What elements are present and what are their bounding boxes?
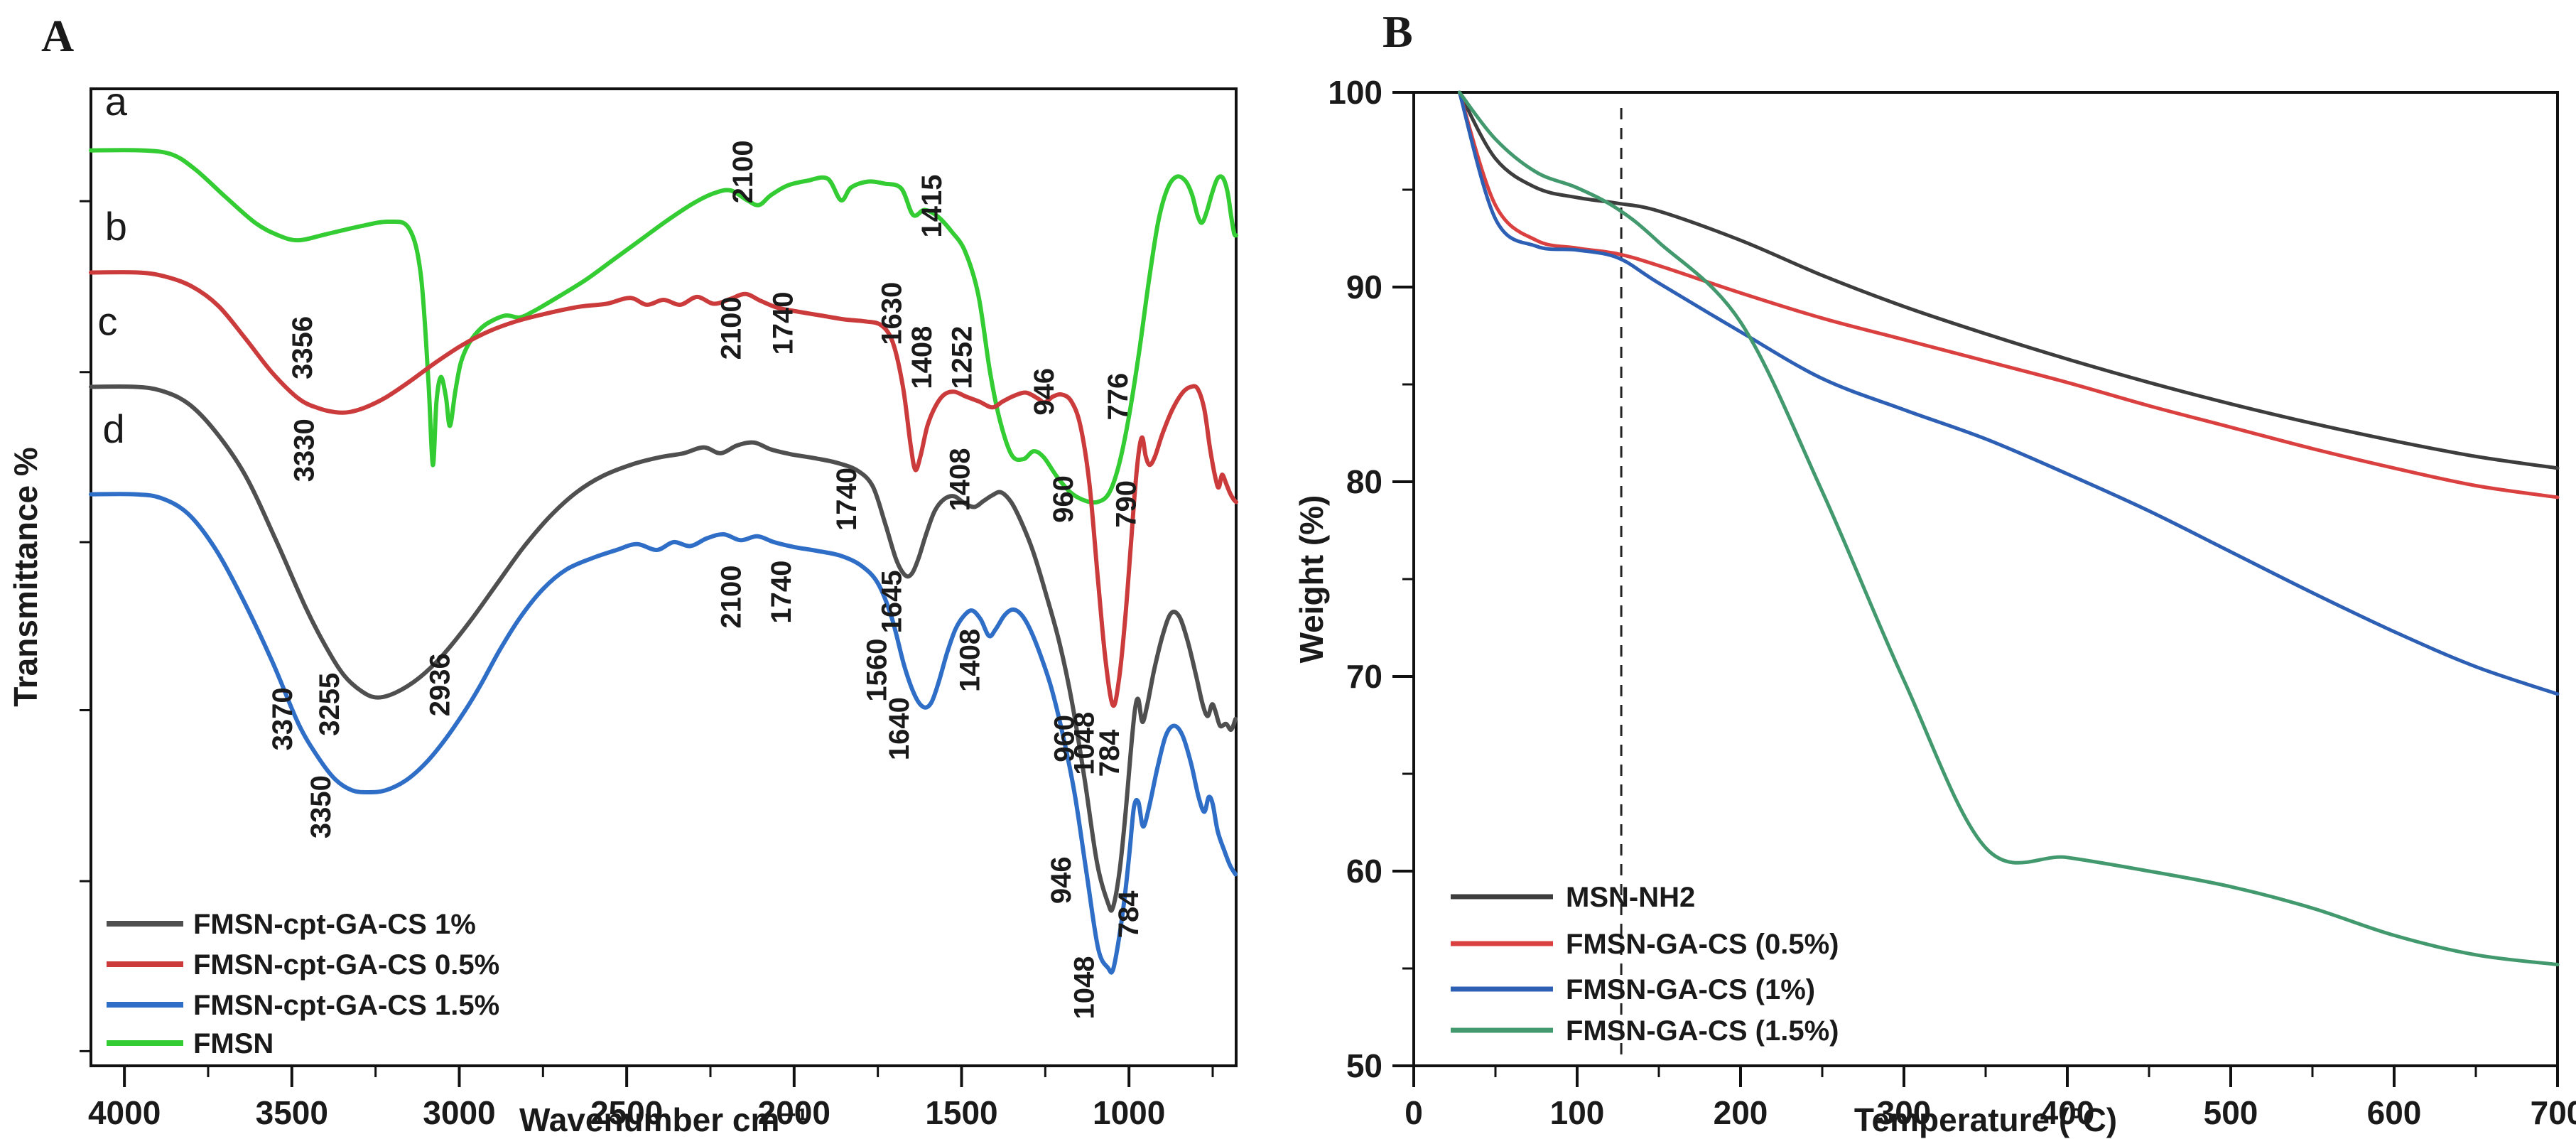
peak-annotation: 1740 bbox=[767, 292, 799, 355]
panel-a-x-axis-title: Wavenumber cm⁻¹ bbox=[519, 1101, 808, 1138]
peak-annotation: 3330 bbox=[288, 419, 320, 482]
panel-b-x-axis-title: Temperature (°C) bbox=[1854, 1101, 2117, 1138]
peak-annotation: 946 bbox=[1029, 368, 1060, 416]
peak-annotation: 2936 bbox=[424, 653, 455, 716]
peak-annotation: 2100 bbox=[727, 140, 759, 203]
peak-annotation: 1645 bbox=[877, 570, 908, 633]
peak-annotation: 1408 bbox=[907, 326, 938, 389]
tga-curve bbox=[1457, 90, 2560, 470]
x-tick-label: 4000 bbox=[88, 1094, 161, 1131]
peak-annotation: 1740 bbox=[831, 468, 862, 531]
panel-b-letter: B bbox=[1382, 6, 1413, 57]
x-tick-label: 200 bbox=[1714, 1094, 1768, 1131]
legend-label: FMSN-GA-CS (1.5%) bbox=[1566, 1015, 1839, 1047]
x-tick-label: 700 bbox=[2531, 1094, 2576, 1131]
peak-annotation: 1252 bbox=[947, 326, 978, 389]
x-tick-label: 2500 bbox=[590, 1094, 663, 1131]
legend-label: FMSN-cpt-GA-CS 0.5% bbox=[193, 949, 499, 981]
curve-letter-a: a bbox=[105, 79, 128, 124]
x-tick-label: 1000 bbox=[1093, 1094, 1165, 1131]
ftir-curve-c bbox=[89, 384, 1238, 913]
peak-annotation: 1630 bbox=[877, 282, 908, 345]
y-tick-label: 80 bbox=[1346, 463, 1382, 500]
legend-label: FMSN-GA-CS (0.5%) bbox=[1566, 929, 1839, 960]
peak-annotation: 946 bbox=[1046, 856, 1077, 904]
peak-annotation: 790 bbox=[1111, 480, 1142, 528]
legend-label: MSN-NH2 bbox=[1566, 882, 1695, 913]
panel-a-y-axis-title: Transmittance % bbox=[7, 447, 44, 707]
tga-curve bbox=[1457, 90, 2560, 500]
peak-annotation: 3350 bbox=[305, 775, 337, 838]
peak-annotation: 2100 bbox=[715, 296, 747, 360]
peak-annotation: 1640 bbox=[884, 697, 915, 760]
panel-b-frame bbox=[1412, 91, 2559, 1067]
peak-annotation: 1408 bbox=[954, 629, 985, 692]
x-tick-label: 600 bbox=[2367, 1094, 2422, 1131]
x-tick-label: 0 bbox=[1405, 1094, 1423, 1131]
peak-annotation: 1408 bbox=[944, 448, 975, 512]
peak-annotation: 784 bbox=[1113, 890, 1144, 938]
y-tick-label: 60 bbox=[1346, 853, 1382, 890]
x-tick-label: 500 bbox=[2204, 1094, 2258, 1131]
peak-annotation: 3255 bbox=[314, 673, 345, 736]
curve-letter-c: c bbox=[97, 299, 117, 344]
panel-a-frame bbox=[90, 87, 1238, 1067]
peak-annotation: 1740 bbox=[766, 561, 797, 624]
panel-a-letter: A bbox=[41, 11, 74, 61]
tga-curve bbox=[1457, 90, 2560, 966]
y-tick-label: 70 bbox=[1346, 658, 1382, 695]
peak-annotation: 1415 bbox=[916, 175, 948, 238]
peak-annotation: 1560 bbox=[861, 639, 892, 702]
x-tick-label: 400 bbox=[2040, 1094, 2095, 1131]
peak-annotation: 2100 bbox=[715, 566, 747, 629]
tga-curve bbox=[1457, 90, 2560, 696]
panel-b-y-axis-title: Weight (%) bbox=[1293, 495, 1330, 664]
x-tick-label: 3000 bbox=[423, 1094, 495, 1131]
panel-a-plot: 4000 3500 3000 2500 2000 1500 1000 a b c d 2100 1415… bbox=[80, 79, 1238, 1131]
peak-annotation: 3356 bbox=[287, 316, 318, 379]
legend-label: FMSN-cpt-GA-CS 1% bbox=[193, 909, 476, 940]
peak-annotation: 784 bbox=[1094, 729, 1125, 777]
peak-annotation: 960 bbox=[1048, 475, 1079, 523]
x-tick-label: 2000 bbox=[758, 1094, 830, 1131]
y-tick-label: 50 bbox=[1346, 1047, 1382, 1084]
legend-label: FMSN-cpt-GA-CS 1.5% bbox=[193, 990, 499, 1021]
legend-label: FMSN-GA-CS (1%) bbox=[1566, 974, 1815, 1005]
ftir-curve-d bbox=[89, 492, 1238, 975]
curve-letter-b: b bbox=[105, 204, 127, 249]
peak-annotation: 776 bbox=[1103, 373, 1134, 421]
curve-letter-d: d bbox=[102, 406, 124, 451]
x-tick-label: 1500 bbox=[925, 1094, 997, 1131]
y-tick-label: 100 bbox=[1328, 74, 1382, 111]
ftir-curve-a bbox=[89, 148, 1238, 505]
x-tick-label: 300 bbox=[1877, 1094, 1932, 1131]
panel-b-plot: 0 100 200 300 400 500 600 700 50 60 70 80 90 100 MSN-N… bbox=[1328, 74, 2576, 1131]
y-tick-label: 90 bbox=[1346, 269, 1382, 306]
peak-annotation: 960 bbox=[1049, 715, 1080, 762]
peak-annotation: 3370 bbox=[267, 687, 298, 750]
peak-annotation: 1048 bbox=[1069, 956, 1100, 1020]
x-tick-label: 100 bbox=[1550, 1094, 1605, 1131]
ftir-curve-b bbox=[89, 270, 1238, 708]
legend-label: FMSN bbox=[193, 1028, 274, 1059]
x-tick-label: 3500 bbox=[256, 1094, 328, 1131]
peak-annotation: 1048 bbox=[1069, 712, 1100, 775]
